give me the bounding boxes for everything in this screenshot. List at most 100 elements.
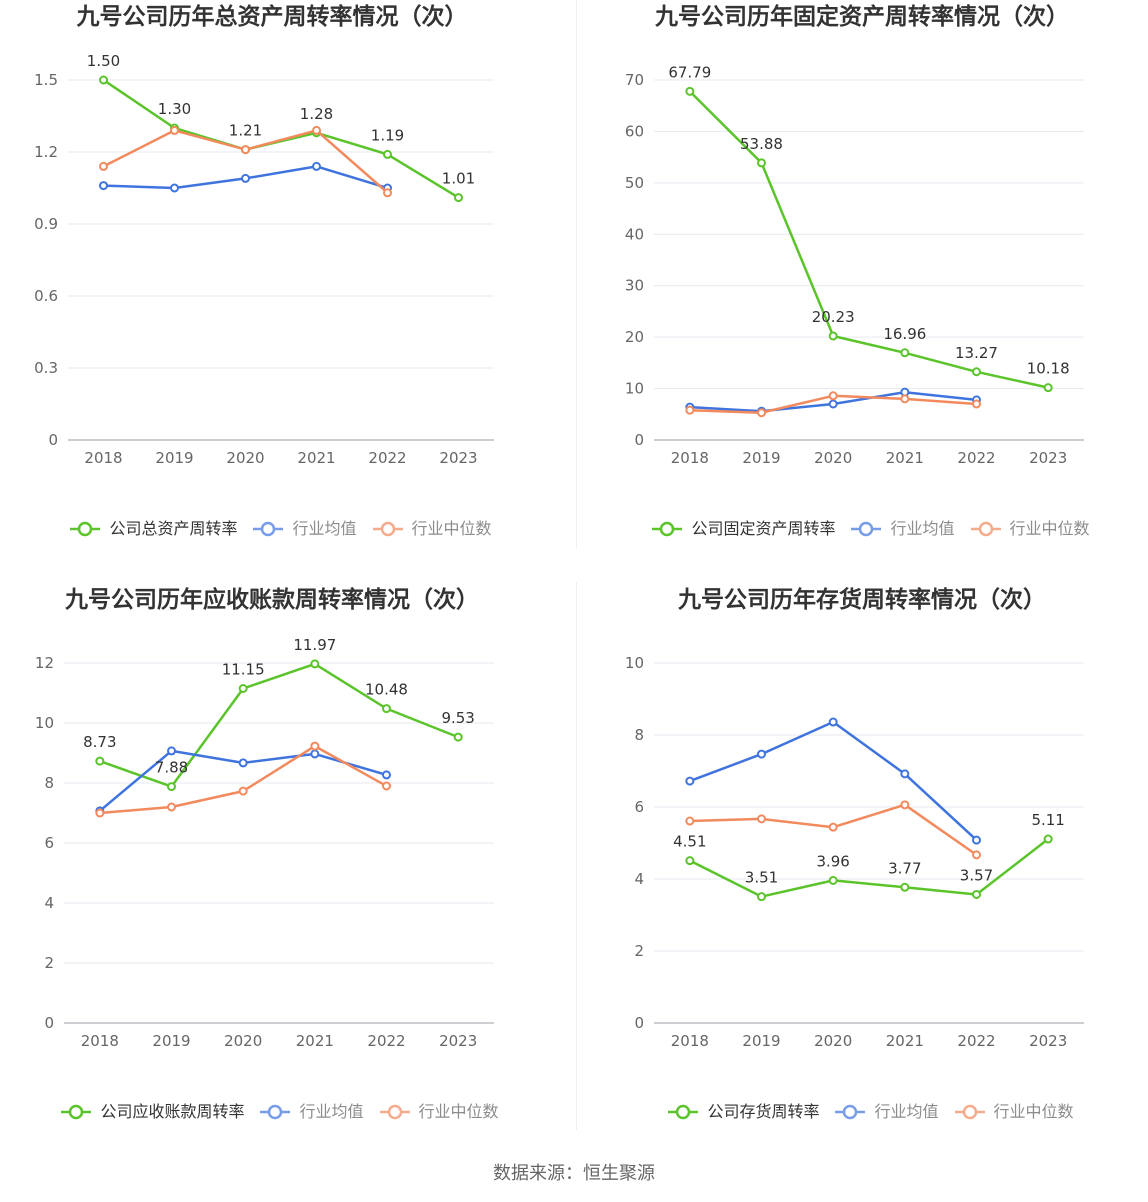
data-point xyxy=(238,684,248,693)
data-point xyxy=(972,367,981,377)
data-point xyxy=(383,188,392,198)
legend-item-industry-average[interactable]: 行业均值 xyxy=(260,1102,364,1122)
legend-line-circle-icon xyxy=(954,1104,985,1120)
legend-label: 行业均值 xyxy=(292,519,357,538)
data-point xyxy=(453,732,463,742)
chart-title: 九号公司历年存货周转率情况（次） xyxy=(678,587,1046,613)
data-label: 3.96 xyxy=(816,852,849,870)
data-point xyxy=(167,802,176,812)
data-point xyxy=(238,758,248,768)
y-tick-label: 70 xyxy=(625,71,644,89)
y-tick-label: 6 xyxy=(634,798,644,816)
y-tick-label: 2 xyxy=(44,954,54,972)
y-tick-label: 0 xyxy=(48,431,58,449)
legend-label: 行业中位数 xyxy=(993,1102,1074,1121)
series-line-company xyxy=(688,90,1050,389)
legend-item-industry-median[interactable]: 行业中位数 xyxy=(970,519,1090,539)
data-point xyxy=(241,145,250,155)
legend-item-industry-average[interactable]: 行业均值 xyxy=(835,1102,939,1122)
y-tick-label: 10 xyxy=(625,380,644,398)
data-point xyxy=(310,741,320,751)
x-tick-label: 2023 xyxy=(439,1032,477,1050)
data-point xyxy=(828,822,838,832)
data-label: 1.28 xyxy=(300,105,333,123)
legend-line-circle-icon xyxy=(652,521,683,537)
data-label: 11.97 xyxy=(293,636,336,654)
data-point xyxy=(170,125,179,135)
x-tick-label: 2021 xyxy=(296,1032,334,1050)
data-source-note: 数据来源：恒生聚源 xyxy=(493,1163,655,1184)
panel-inventory-turnover: 0 2 4 6 8 10 2018 2019 2020 2021 2022 2023 4.51 3.51 3… xyxy=(574,583,1148,1143)
x-tick-label: 2021 xyxy=(886,449,924,467)
data-point xyxy=(685,405,695,415)
x-tick-label: 2019 xyxy=(742,449,780,467)
y-tick-label: 60 xyxy=(625,122,644,140)
x-tick-label: 2020 xyxy=(226,449,264,467)
legend: 公司存货周转率 行业均值 行业中位数 xyxy=(594,1102,1148,1122)
y-tick-label: 1.2 xyxy=(34,143,58,161)
legend-item-industry-median[interactable]: 行业中位数 xyxy=(379,1102,499,1122)
legend-item-industry-average[interactable]: 行业均值 xyxy=(253,519,357,539)
y-tick-label: 10 xyxy=(625,654,644,672)
legend-item-industry-median[interactable]: 行业中位数 xyxy=(372,519,492,539)
y-tick-label: 0 xyxy=(44,1014,54,1032)
legend: 公司应收账款周转率 行业均值 行业中位数 xyxy=(0,1102,560,1122)
data-point xyxy=(900,769,910,779)
panel-total-asset-turnover: 0 0.3 0.6 0.9 1.2 1.5 2018 2019 2020 2021 2022 2023… xyxy=(0,0,574,560)
legend-label: 行业均值 xyxy=(299,1102,364,1121)
data-point xyxy=(972,399,981,409)
panel-receivables-turnover: 0 2 4 6 8 10 12 2018 2019 2020 2021 2022 2023 8.73 7.8… xyxy=(0,583,574,1143)
legend-line-circle-icon xyxy=(835,1104,866,1120)
legend-label: 公司固定资产周转率 xyxy=(691,519,836,538)
legend-label: 行业均值 xyxy=(890,519,955,538)
data-point xyxy=(900,394,910,404)
y-tick-label: 8 xyxy=(634,726,644,744)
y-tick-label: 40 xyxy=(625,225,644,243)
x-tick-label: 2023 xyxy=(439,449,477,467)
data-point xyxy=(1043,383,1053,393)
legend-label: 公司应收账款周转率 xyxy=(100,1102,245,1121)
legend-item-company[interactable]: 公司应收账款周转率 xyxy=(61,1102,244,1122)
legend-line-circle-icon xyxy=(260,1104,291,1120)
x-tick-label: 2018 xyxy=(671,1032,709,1050)
data-label: 1.50 xyxy=(87,52,120,70)
data-label: 4.51 xyxy=(673,833,706,851)
y-tick-label: 50 xyxy=(625,174,644,192)
legend-item-company[interactable]: 公司固定资产周转率 xyxy=(652,519,835,539)
data-point xyxy=(757,408,766,418)
data-label: 67.79 xyxy=(668,63,711,81)
data-point xyxy=(382,781,391,791)
y-tick-label: 2 xyxy=(634,942,644,960)
data-point xyxy=(99,181,108,191)
legend-item-industry-average[interactable]: 行业均值 xyxy=(851,519,955,539)
data-point xyxy=(757,814,766,824)
x-tick-label: 2022 xyxy=(367,1032,405,1050)
legend: 公司固定资产周转率 行业均值 行业中位数 xyxy=(594,519,1148,539)
data-point xyxy=(99,161,108,171)
legend-line-circle-icon xyxy=(70,521,101,537)
x-tick-label: 2023 xyxy=(1029,449,1067,467)
data-label: 8.73 xyxy=(83,733,116,751)
data-point xyxy=(828,717,838,727)
legend-item-company[interactable]: 公司总资产周转率 xyxy=(70,519,237,539)
data-point xyxy=(757,892,766,902)
legend-item-company[interactable]: 公司存货周转率 xyxy=(668,1102,819,1122)
data-point xyxy=(1043,834,1053,844)
legend-item-industry-median[interactable]: 行业中位数 xyxy=(954,1102,1074,1122)
y-tick-label: 0.3 xyxy=(34,359,58,377)
data-point xyxy=(167,782,176,792)
data-point xyxy=(685,776,695,786)
data-point xyxy=(900,800,910,810)
data-point xyxy=(241,173,250,183)
data-point xyxy=(454,193,463,203)
y-tick-label: 10 xyxy=(35,714,54,732)
y-tick-label: 0 xyxy=(634,1014,644,1032)
data-point xyxy=(238,786,248,796)
series-line-company xyxy=(688,837,1050,898)
data-point xyxy=(310,749,320,759)
data-label: 3.57 xyxy=(960,866,993,884)
legend-label: 行业中位数 xyxy=(411,519,492,538)
column-divider xyxy=(576,0,577,548)
data-point xyxy=(312,161,321,171)
data-point xyxy=(170,183,179,193)
